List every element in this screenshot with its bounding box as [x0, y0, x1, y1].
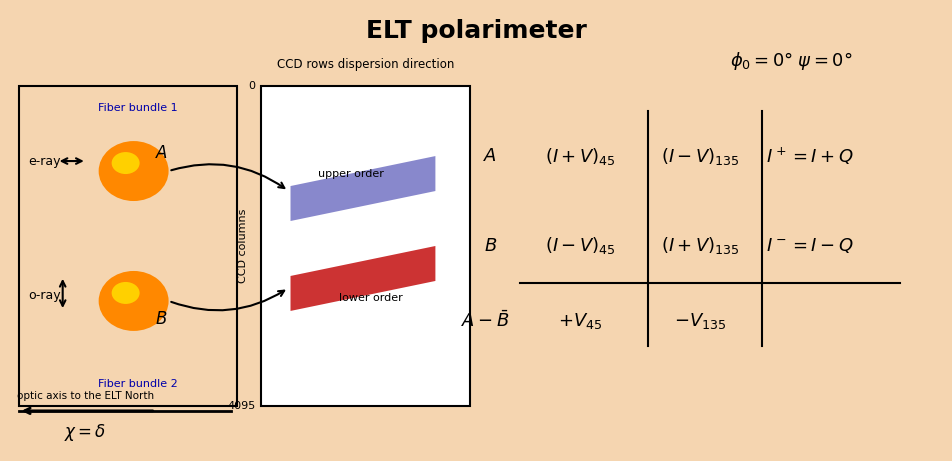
Polygon shape	[290, 246, 435, 311]
Bar	[19, 86, 236, 406]
Text: $(I-V)_{45}$: $(I-V)_{45}$	[545, 236, 616, 256]
Text: e-ray: e-ray	[29, 154, 61, 167]
Text: Fiber bundle 2: Fiber bundle 2	[98, 379, 177, 389]
Text: B: B	[156, 310, 168, 328]
Text: $(I+V)_{45}$: $(I+V)_{45}$	[545, 146, 616, 166]
Text: $+V_{45}$: $+V_{45}$	[558, 311, 603, 331]
Text: ELT polarimeter: ELT polarimeter	[366, 19, 586, 43]
Text: 4095: 4095	[228, 401, 255, 411]
Ellipse shape	[99, 141, 169, 201]
Text: upper order: upper order	[318, 169, 384, 179]
Text: A: A	[156, 144, 168, 162]
Text: lower order: lower order	[339, 293, 403, 303]
Text: $\phi_0=0°\;\psi=0°$: $\phi_0=0°\;\psi=0°$	[730, 50, 853, 72]
Ellipse shape	[111, 282, 140, 304]
Ellipse shape	[111, 152, 140, 174]
Ellipse shape	[99, 271, 169, 331]
Text: $A-\bar{B}$: $A-\bar{B}$	[461, 311, 509, 331]
Text: $(I+V)_{135}$: $(I+V)_{135}$	[661, 236, 740, 256]
Text: Fiber bundle 1: Fiber bundle 1	[98, 103, 177, 113]
Text: CCD columns: CCD columns	[238, 209, 248, 283]
Text: $I^+=I+Q$: $I^+=I+Q$	[766, 145, 854, 167]
Text: $-V_{135}$: $-V_{135}$	[674, 311, 726, 331]
Text: $I^-=I-Q$: $I^-=I-Q$	[766, 236, 854, 255]
Bar	[261, 86, 470, 406]
Text: CCD rows dispersion direction: CCD rows dispersion direction	[277, 58, 454, 71]
Text: 0: 0	[248, 81, 255, 91]
Text: $(I-V)_{135}$: $(I-V)_{135}$	[661, 146, 740, 166]
Text: $\chi=\delta$: $\chi=\delta$	[65, 422, 107, 443]
Text: $A$: $A$	[484, 147, 497, 165]
Text: optic axis to the ELT North: optic axis to the ELT North	[17, 391, 154, 401]
Text: $B$: $B$	[484, 237, 497, 255]
Text: o-ray: o-ray	[29, 290, 61, 302]
Polygon shape	[290, 156, 435, 221]
